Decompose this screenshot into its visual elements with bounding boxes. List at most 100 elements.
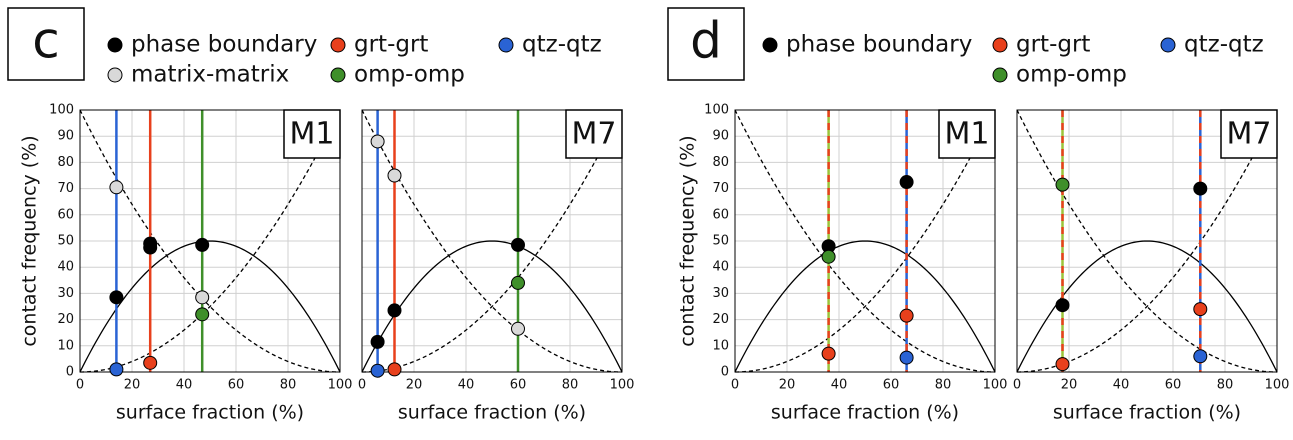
data-point [821,249,836,264]
x-tick-label: 0 [1013,378,1021,393]
data-point [387,303,402,318]
y-axis-label: contact frequency (%) [19,135,41,346]
subplot-title-box [1220,109,1278,159]
x-tick-label: 40 [1113,378,1130,393]
data-point [143,355,158,370]
y-tick-label: 10 [712,338,729,353]
panel-label-box [7,7,85,81]
subplot-title: M1 [945,117,990,152]
y-axis-label: contact frequency (%) [677,135,699,346]
model-curve [79,109,341,373]
data-point [370,134,385,149]
subplot-title-box [283,109,341,159]
y-tick-label: 10 [57,338,74,353]
legend-marker [330,67,346,83]
legend-label: phase boundary [131,32,317,58]
panel-label-box [667,7,745,81]
y-tick-label: 0 [66,365,74,380]
data-point [109,362,124,377]
y-tick-label: 50 [712,234,729,249]
y-tick-label: 30 [712,286,729,301]
plot-frame [734,109,996,373]
subplot-title: M7 [572,117,617,152]
legend-label: omp-omp [354,62,465,88]
data-point [821,346,836,361]
x-tick-label: 80 [935,378,952,393]
x-tick-label: 80 [1217,378,1234,393]
model-curve [361,240,623,373]
y-tick-label: 90 [712,129,729,144]
y-tick-label: 70 [712,181,729,196]
legend-label: matrix-matrix [131,62,289,88]
data-point [143,236,158,251]
data-point [899,175,914,190]
subplot: 0 10 20 30 40 50 60 70 80 90 100 0 20 40 60 80 100 surfac… [49,103,352,424]
y-tick-label: 30 [57,286,74,301]
x-tick-label: 20 [1061,378,1078,393]
data-point [511,321,525,336]
data-point [1193,181,1208,196]
x-tick-label: 20 [406,378,423,393]
data-point [899,308,914,323]
x-tick-label: 60 [228,378,245,393]
x-axis-label: surface fraction (%) [398,402,586,424]
data-point [370,334,385,349]
subplot: 0 10 20 30 40 50 60 70 80 90 100 0 20 40 60 80 100 surfac… [704,103,1007,424]
x-tick-label: 100 [328,378,353,393]
subplot-title-box [565,109,623,159]
x-tick-label: 40 [176,378,193,393]
data-point [195,290,210,305]
panel-label: c [32,12,60,70]
data-point [387,362,402,377]
data-point [370,363,385,378]
data-point [1055,177,1070,192]
data-point [1193,302,1208,317]
data-point [1055,357,1070,372]
legend-marker [330,37,346,53]
data-point [899,350,914,365]
data-point [1055,298,1070,313]
model-curve [361,109,623,373]
subplot-title: M7 [1227,117,1272,152]
data-point [511,237,525,252]
data-point [195,307,210,322]
legend-marker [1160,37,1176,53]
legend-label: qtz-qtz [522,32,602,58]
x-tick-label: 0 [358,378,366,393]
x-tick-label: 60 [1165,378,1182,393]
data-point [109,180,124,195]
y-tick-label: 50 [57,234,74,249]
data-point [195,237,210,252]
data-point [387,168,402,183]
model-curve [79,240,341,373]
legend-marker [107,67,123,83]
x-tick-label: 80 [280,378,297,393]
x-axis-label: surface fraction (%) [1053,402,1241,424]
x-tick-label: 100 [1265,378,1290,393]
model-curve [79,109,341,373]
x-tick-label: 100 [983,378,1008,393]
subplot: 0 20 40 60 80 100 surface fraction (%) M7 [1013,109,1290,424]
x-axis-label: surface fraction (%) [116,402,304,424]
x-tick-label: 60 [510,378,527,393]
plot-frame [361,109,623,373]
legend-marker [498,37,514,53]
y-tick-label: 70 [57,181,74,196]
y-tick-label: 90 [57,129,74,144]
x-tick-label: 100 [610,378,635,393]
y-tick-label: 100 [49,103,74,118]
x-axis-label: surface fraction (%) [771,402,959,424]
x-tick-label: 0 [76,378,84,393]
y-tick-label: 20 [57,312,74,327]
y-tick-label: 80 [57,155,74,170]
model-curve [734,240,996,373]
subplot: 0 20 40 60 80 100 surface fraction (%) M7 [358,109,635,424]
plot-frame [1016,109,1278,373]
y-tick-label: 20 [712,312,729,327]
y-tick-label: 40 [712,260,729,275]
x-tick-label: 40 [831,378,848,393]
data-point [1193,349,1208,364]
y-tick-label: 60 [57,207,74,222]
model-curve [734,109,996,373]
